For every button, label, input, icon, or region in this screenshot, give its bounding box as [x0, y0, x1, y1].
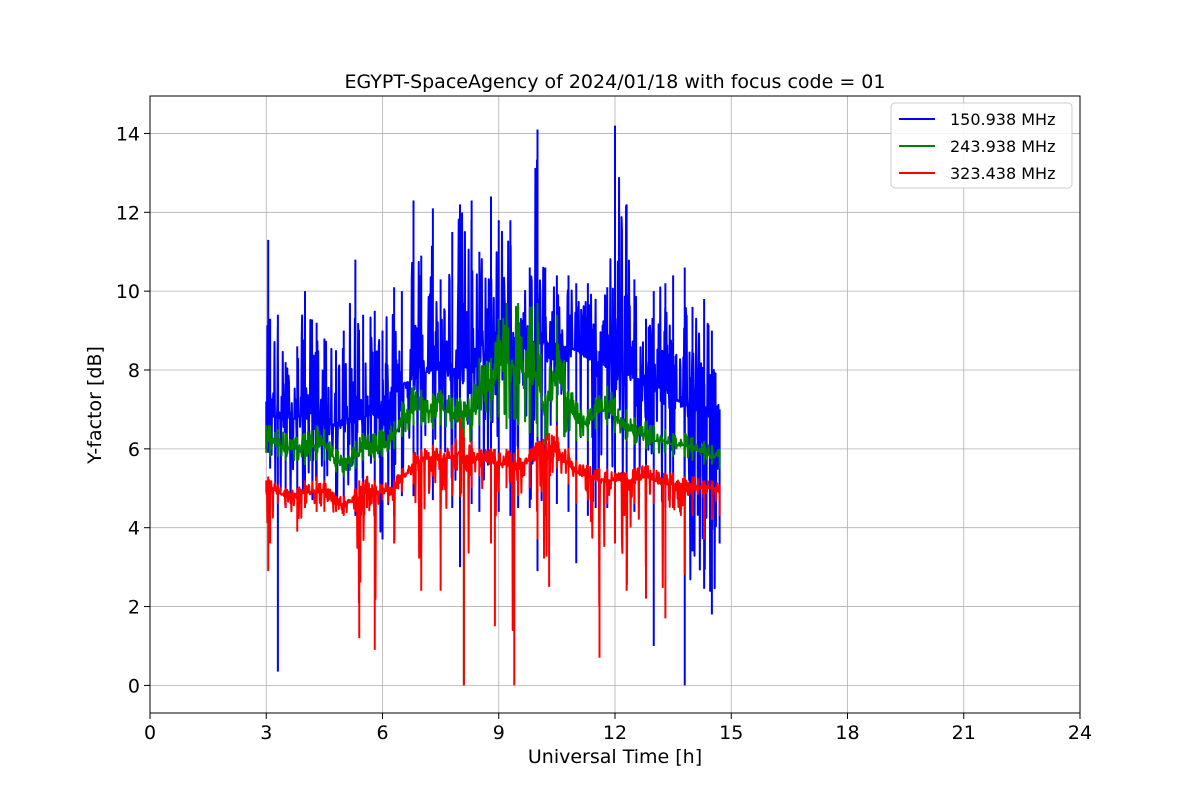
y-tick-label: 10 [116, 281, 140, 303]
x-axis-label: Universal Time [h] [528, 746, 702, 768]
series-line [265, 417, 721, 686]
x-tick-label: 15 [719, 722, 743, 744]
x-tick-label: 3 [260, 722, 272, 744]
y-tick-label: 4 [128, 518, 140, 540]
legend-label: 323.438 MHz [950, 164, 1055, 183]
x-tick-label: 24 [1068, 722, 1092, 744]
series-3 [265, 417, 721, 686]
y-tick-label: 8 [128, 360, 140, 382]
y-tick-label: 0 [128, 675, 140, 697]
x-tick-label: 6 [376, 722, 388, 744]
x-tick-label: 18 [835, 722, 859, 744]
chart-title: EGYPT-SpaceAgency of 2024/01/18 with foc… [345, 71, 886, 93]
legend-label: 150.938 MHz [950, 110, 1055, 129]
series-layer [265, 125, 721, 686]
x-tick-label: 12 [603, 722, 627, 744]
x-tick-label: 0 [144, 722, 156, 744]
y-tick-label: 14 [116, 123, 140, 145]
y-tick-label: 6 [128, 439, 140, 461]
y-tick-label: 2 [128, 597, 140, 619]
y-axis-label: Y-factor [dB] [84, 346, 106, 465]
legend: 150.938 MHz 243.938 MHz 323.438 MHz [890, 102, 1073, 189]
legend-box [890, 102, 1073, 189]
x-tick-label: 9 [493, 722, 505, 744]
y-tick-label: 12 [116, 202, 140, 224]
legend-label: 243.938 MHz [950, 137, 1055, 156]
x-tick-label: 21 [952, 722, 976, 744]
